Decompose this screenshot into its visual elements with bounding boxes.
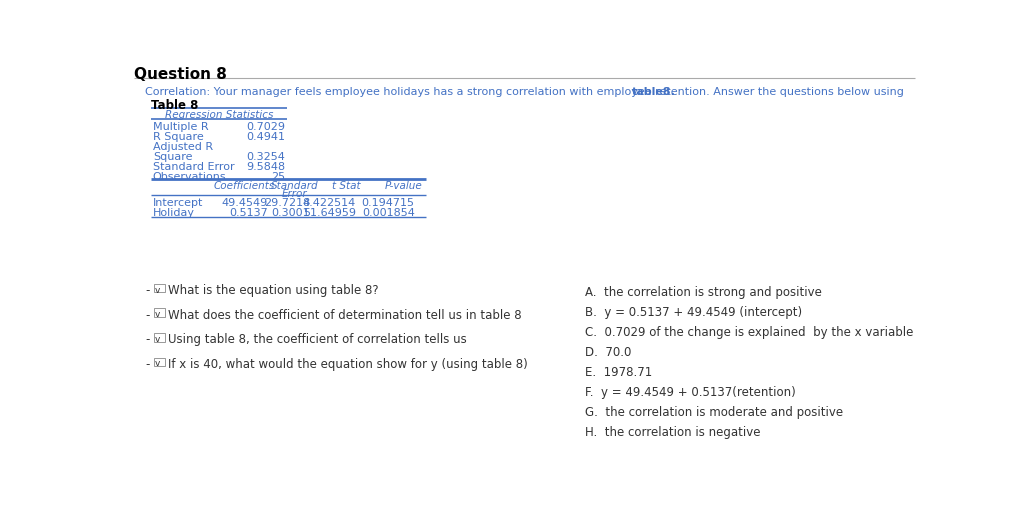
Text: 0.7029: 0.7029 (247, 121, 286, 131)
Text: C.  0.7029 of the change is explained  by the x variable: C. 0.7029 of the change is explained by … (586, 325, 913, 338)
Text: P-value: P-value (384, 180, 422, 190)
Text: Regression Statistics: Regression Statistics (165, 110, 273, 120)
Text: 0.001854: 0.001854 (361, 208, 415, 217)
Text: 29.7218: 29.7218 (264, 197, 310, 208)
Text: Adjusted R: Adjusted R (153, 141, 213, 152)
Text: -: - (145, 357, 150, 370)
Text: Question 8: Question 8 (134, 67, 227, 82)
Text: If x is 40, what would the equation show for y (using table 8): If x is 40, what would the equation show… (168, 357, 528, 370)
Text: 51.64959: 51.64959 (303, 208, 356, 217)
Text: R Square: R Square (153, 131, 204, 141)
Text: -: - (145, 333, 150, 345)
Text: 0.3254: 0.3254 (247, 152, 286, 161)
Text: G.  the correlation is moderate and positive: G. the correlation is moderate and posit… (586, 405, 844, 418)
Text: table8.: table8. (632, 87, 676, 97)
Text: -: - (145, 283, 150, 296)
Text: 25: 25 (271, 171, 286, 181)
Text: v: v (155, 310, 161, 319)
Text: Error: Error (282, 188, 307, 198)
Text: Observations: Observations (153, 171, 226, 181)
Text: A.  the correlation is strong and positive: A. the correlation is strong and positiv… (586, 285, 822, 298)
Text: t Stat: t Stat (332, 180, 360, 190)
Text: -: - (145, 308, 150, 321)
Text: Square: Square (153, 152, 193, 161)
Text: v: v (155, 359, 161, 368)
Text: Intercept: Intercept (153, 197, 203, 208)
Text: Standard: Standard (270, 180, 318, 190)
Text: F.  y = 49.4549 + 0.5137(retention): F. y = 49.4549 + 0.5137(retention) (586, 385, 796, 398)
Text: Correlation: Your manager feels employee holidays has a strong correlation with : Correlation: Your manager feels employee… (145, 87, 907, 97)
Text: 9.5848: 9.5848 (246, 161, 286, 171)
Text: v: v (155, 334, 161, 343)
Text: Holiday: Holiday (153, 208, 195, 217)
Text: 0.3001: 0.3001 (271, 208, 310, 217)
Text: Standard Error: Standard Error (153, 161, 234, 171)
FancyBboxPatch shape (155, 309, 165, 317)
Text: What does the coefficient of determination tell us in table 8: What does the coefficient of determinati… (168, 308, 522, 321)
Text: E.  1978.71: E. 1978.71 (586, 365, 652, 378)
Text: Coefficients: Coefficients (214, 180, 274, 190)
Text: What is the equation using table 8?: What is the equation using table 8? (168, 283, 379, 296)
Text: H.  the correlation is negative: H. the correlation is negative (586, 425, 761, 438)
Text: 4.422514: 4.422514 (303, 197, 356, 208)
Text: Using table 8, the coefficient of correlation tells us: Using table 8, the coefficient of correl… (168, 333, 467, 345)
Text: Table 8: Table 8 (152, 99, 199, 112)
Text: D.  70.0: D. 70.0 (586, 345, 632, 358)
Text: 49.4549: 49.4549 (221, 197, 267, 208)
Text: Multiple R: Multiple R (153, 121, 209, 131)
FancyBboxPatch shape (155, 333, 165, 342)
FancyBboxPatch shape (155, 284, 165, 293)
Text: 0.5137: 0.5137 (228, 208, 267, 217)
Text: 0.4941: 0.4941 (247, 131, 286, 141)
FancyBboxPatch shape (155, 358, 165, 367)
Text: B.  y = 0.5137 + 49.4549 (intercept): B. y = 0.5137 + 49.4549 (intercept) (586, 305, 803, 318)
Text: 0.194715: 0.194715 (361, 197, 415, 208)
Text: v: v (155, 285, 161, 294)
